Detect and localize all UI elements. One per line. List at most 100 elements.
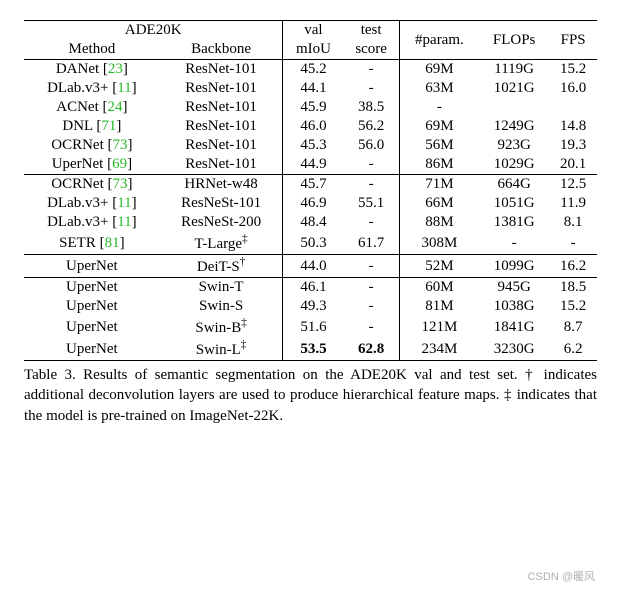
cell-val-miou: 46.9	[283, 194, 344, 213]
cell-test-score: 56.2	[343, 117, 399, 136]
cell-backbone: ResNet-101	[160, 60, 283, 80]
cell-test-score: 61.7	[343, 232, 399, 255]
cell-val-miou: 44.9	[283, 155, 344, 175]
cell-backbone: Swin-L‡	[160, 338, 283, 361]
cell-param: 52M	[399, 255, 479, 278]
cell-fps: 15.2	[549, 60, 597, 80]
cell-method: UperNet	[24, 338, 160, 361]
table-caption: Table 3. Results of semantic segmentatio…	[24, 365, 597, 426]
cell-param: 66M	[399, 194, 479, 213]
table-row: DLab.v3+ [11]ResNeSt-10146.955.166M1051G…	[24, 194, 597, 213]
cell-fps: 18.5	[549, 278, 597, 298]
cell-fps: 16.0	[549, 79, 597, 98]
cell-flops: 664G	[479, 175, 549, 195]
cell-flops: -	[479, 232, 549, 255]
cell-val-miou: 53.5	[283, 338, 344, 361]
cell-val-miou: 46.1	[283, 278, 344, 298]
cell-method: DNL [71]	[24, 117, 160, 136]
table-row: UperNetSwin-S49.3-81M1038G15.2	[24, 297, 597, 316]
cell-backbone: ResNeSt-200	[160, 213, 283, 232]
table-row: OCRNet [73]ResNet-10145.356.056M923G19.3	[24, 136, 597, 155]
cell-fps: 16.2	[549, 255, 597, 278]
cell-method: UperNet	[24, 297, 160, 316]
cell-method: UperNet	[24, 316, 160, 338]
cell-test-score: -	[343, 278, 399, 298]
cell-test-score: -	[343, 175, 399, 195]
cell-flops: 1381G	[479, 213, 549, 232]
hdr-val: val	[283, 21, 344, 41]
cell-val-miou: 49.3	[283, 297, 344, 316]
cell-test-score: -	[343, 155, 399, 175]
cell-backbone: Swin-S	[160, 297, 283, 316]
hdr-param: #param.	[399, 21, 479, 60]
cell-val-miou: 51.6	[283, 316, 344, 338]
cell-backbone: ResNet-101	[160, 79, 283, 98]
cell-test-score: 62.8	[343, 338, 399, 361]
cell-fps: -	[549, 232, 597, 255]
cell-method: UperNet	[24, 278, 160, 298]
cell-val-miou: 50.3	[283, 232, 344, 255]
results-table: ADE20K val test #param. FLOPs FPS Method…	[24, 20, 597, 361]
cell-fps: 6.2	[549, 338, 597, 361]
cell-fps: 12.5	[549, 175, 597, 195]
cell-flops: 1119G	[479, 60, 549, 80]
cell-param: 69M	[399, 117, 479, 136]
cell-fps: 20.1	[549, 155, 597, 175]
cell-val-miou: 48.4	[283, 213, 344, 232]
cell-method: UperNet [69]	[24, 155, 160, 175]
hdr-test: test	[343, 21, 399, 41]
cell-method: SETR [81]	[24, 232, 160, 255]
table-body: DANet [23]ResNet-10145.2-69M1119G15.2DLa…	[24, 60, 597, 361]
cell-param: 60M	[399, 278, 479, 298]
table-row: DANet [23]ResNet-10145.2-69M1119G15.2	[24, 60, 597, 80]
cell-test-score: 55.1	[343, 194, 399, 213]
cell-flops: 1038G	[479, 297, 549, 316]
hdr-score: score	[343, 40, 399, 60]
cell-backbone: ResNeSt-101	[160, 194, 283, 213]
cell-backbone: DeiT-S†	[160, 255, 283, 278]
cell-backbone: Swin-T	[160, 278, 283, 298]
cell-flops	[479, 98, 549, 117]
table-row: ACNet [24]ResNet-10145.938.5-	[24, 98, 597, 117]
table-row: UperNetSwin-L‡53.562.8234M3230G6.2	[24, 338, 597, 361]
cell-backbone: ResNet-101	[160, 155, 283, 175]
hdr-fps: FPS	[549, 21, 597, 60]
cell-method: OCRNet [73]	[24, 136, 160, 155]
cell-method: DANet [23]	[24, 60, 160, 80]
cell-backbone: ResNet-101	[160, 98, 283, 117]
hdr-method: Method	[24, 40, 160, 60]
cell-val-miou: 44.1	[283, 79, 344, 98]
hdr-dataset: ADE20K	[24, 21, 283, 41]
cell-val-miou: 45.3	[283, 136, 344, 155]
table-row: UperNetSwin-T46.1-60M945G18.5	[24, 278, 597, 298]
cell-param: 63M	[399, 79, 479, 98]
cell-fps: 11.9	[549, 194, 597, 213]
cell-param: 88M	[399, 213, 479, 232]
hdr-miou: mIoU	[283, 40, 344, 60]
cell-test-score: 56.0	[343, 136, 399, 155]
cell-val-miou: 46.0	[283, 117, 344, 136]
cell-test-score: 38.5	[343, 98, 399, 117]
cell-param: -	[399, 98, 479, 117]
cell-flops: 945G	[479, 278, 549, 298]
cell-test-score: -	[343, 297, 399, 316]
cell-backbone: ResNet-101	[160, 136, 283, 155]
cell-param: 86M	[399, 155, 479, 175]
cell-param: 308M	[399, 232, 479, 255]
cell-backbone: Swin-B‡	[160, 316, 283, 338]
cell-test-score: -	[343, 79, 399, 98]
cell-fps: 8.1	[549, 213, 597, 232]
table-row: SETR [81]T-Large‡50.361.7308M--	[24, 232, 597, 255]
cell-method: UperNet	[24, 255, 160, 278]
cell-method: DLab.v3+ [11]	[24, 213, 160, 232]
cell-fps: 8.7	[549, 316, 597, 338]
cell-test-score: -	[343, 316, 399, 338]
cell-flops: 1099G	[479, 255, 549, 278]
cell-param: 71M	[399, 175, 479, 195]
table-row: DLab.v3+ [11]ResNet-10144.1-63M1021G16.0	[24, 79, 597, 98]
cell-val-miou: 45.2	[283, 60, 344, 80]
cell-flops: 1841G	[479, 316, 549, 338]
cell-val-miou: 45.9	[283, 98, 344, 117]
table-row: UperNetDeiT-S†44.0-52M1099G16.2	[24, 255, 597, 278]
cell-method: ACNet [24]	[24, 98, 160, 117]
